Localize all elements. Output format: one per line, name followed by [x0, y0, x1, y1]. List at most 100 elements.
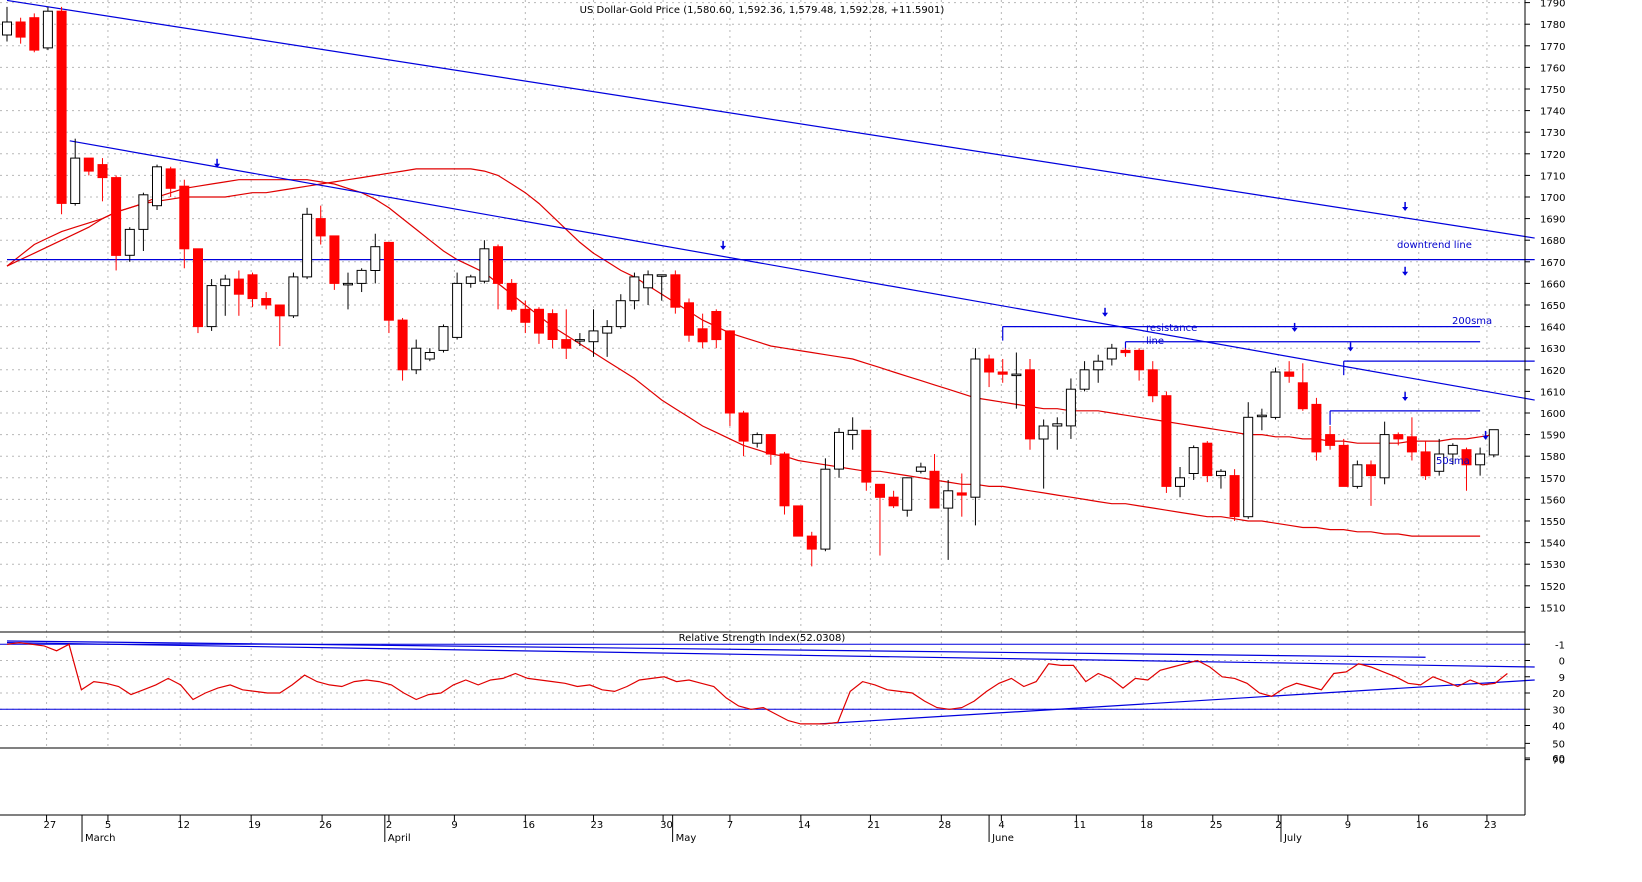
down-arrow-icon [214, 163, 221, 168]
candle-body-up [656, 274, 667, 277]
day-label: 16 [1416, 820, 1429, 831]
down-arrow-icon [1402, 206, 1409, 211]
price-tick-label: 1750 [1540, 85, 1565, 96]
price-chart-title: US Dollar-Gold Price (1,580.60, 1,592.36… [580, 5, 945, 16]
rsi-tick-label: 20 [1552, 689, 1565, 700]
candle-body-down [274, 304, 285, 317]
candle-body-down [15, 21, 26, 38]
day-label: 14 [798, 820, 811, 831]
candle-body-up [1379, 434, 1390, 479]
candle-body-down [1161, 395, 1172, 487]
candle-body-up [1175, 477, 1185, 487]
price-tick-label: 1580 [1540, 452, 1565, 463]
time-axis: 27 5 12 19 26 2 9 16 23 30 7 14 21 28 4 11 18 25 2 9 16 23 Mar… [44, 815, 1497, 844]
down-arrow-icon [1402, 397, 1409, 402]
candle-body-down [547, 313, 558, 341]
price-tick-label: 1610 [1540, 387, 1565, 398]
candle-body-up [370, 246, 381, 271]
day-label: 2 [386, 820, 392, 831]
candle-body-down [888, 496, 899, 507]
candle-body-down [724, 330, 735, 414]
candle-body-down [383, 241, 394, 321]
price-tick-label: 1640 [1540, 323, 1565, 334]
candle-body-down [861, 429, 872, 483]
trendline-layer [0, 0, 1535, 725]
month-label: May [676, 833, 697, 844]
candle-body-up [752, 434, 763, 444]
down-arrow-icon [1402, 271, 1409, 276]
down-arrow-icon [720, 245, 727, 250]
candle-body-up [629, 276, 640, 302]
candle-body-down [1120, 349, 1131, 354]
title-layer: US Dollar-Gold Price (1,580.60, 1,592.36… [580, 5, 945, 644]
candle-body-up [479, 248, 490, 282]
candle-body-up [1488, 429, 1499, 456]
annotation-layer: downtrend line 200sma resistance line 50… [1146, 240, 1492, 467]
candle-body-up [847, 429, 858, 436]
candle-body-up [411, 347, 422, 371]
price-tick-label: 1530 [1540, 560, 1565, 571]
candle-body-down [1325, 434, 1336, 446]
candle-body-up [1188, 447, 1199, 475]
day-label: 23 [1484, 820, 1497, 831]
rsi-tick-label: 9 [1559, 673, 1565, 684]
candle-body-up [1038, 425, 1049, 440]
candle-body-up [452, 282, 463, 338]
candle-body-up [834, 431, 844, 470]
price-tick-label: 1650 [1540, 301, 1565, 312]
candle-body-down [1284, 371, 1295, 377]
day-label: 11 [1073, 820, 1086, 831]
candle-body-down [984, 358, 995, 373]
candle-body-down [765, 434, 776, 455]
down-arrow-icon [1102, 312, 1109, 317]
candle-body-up [915, 466, 926, 472]
candle-body-down [520, 308, 531, 323]
candle-body-down [29, 17, 40, 51]
candle-body-up [438, 326, 449, 351]
price-trend-line [6, 0, 1535, 239]
candle-body-up [424, 352, 435, 360]
rsi-tick-label: 40 [1552, 722, 1565, 733]
day-label: 23 [591, 820, 604, 831]
candle-body-up [1093, 360, 1104, 371]
price-tick-label: 1790 [1540, 0, 1565, 10]
candle-body-up [124, 228, 135, 256]
price-tick-label: 1780 [1540, 20, 1565, 31]
candle-body-up [206, 285, 217, 328]
sma50-label: 50sma [1436, 456, 1470, 467]
moving-average-layer [6, 168, 1494, 537]
candle-body-up [1216, 470, 1226, 477]
candle-body-up [574, 339, 585, 342]
day-label: 9 [1345, 820, 1351, 831]
candle-body-up [602, 326, 613, 334]
candle-body-up [1011, 373, 1022, 377]
day-label: 28 [938, 820, 951, 831]
day-label: 5 [105, 820, 111, 831]
candle-body-up [1256, 414, 1267, 418]
price-tick-label: 1550 [1540, 517, 1565, 528]
price-tick-label: 1730 [1540, 128, 1565, 139]
rsi-tick-label: 50 [1552, 739, 1565, 750]
candle-body-down [1338, 444, 1349, 487]
price-tick-label: 1690 [1540, 215, 1565, 226]
candle-body-up [1079, 369, 1090, 390]
price-axis: 1510 1520 1530 1540 1550 1560 1570 1580 1590 1600… [1525, 0, 1565, 614]
candle-body-down [111, 177, 122, 256]
candle-body-up [356, 269, 367, 284]
candle-body-down [929, 470, 940, 509]
month-label: June [991, 833, 1014, 844]
candle-body-up [1270, 371, 1281, 418]
candle-body-up [220, 278, 231, 287]
rsi-chart-title: Relative Strength Index(52.0308) [679, 633, 846, 644]
candle-body-down [956, 492, 967, 496]
candle-body-down [670, 274, 681, 308]
day-label: 12 [177, 820, 190, 831]
candle-body-up [1065, 388, 1076, 427]
down-arrow-icon [1347, 347, 1354, 352]
down-arrow-icon [1482, 435, 1489, 440]
candle-body-up [138, 194, 149, 230]
candle-body-up [970, 358, 981, 498]
candle-body-up [943, 490, 954, 509]
